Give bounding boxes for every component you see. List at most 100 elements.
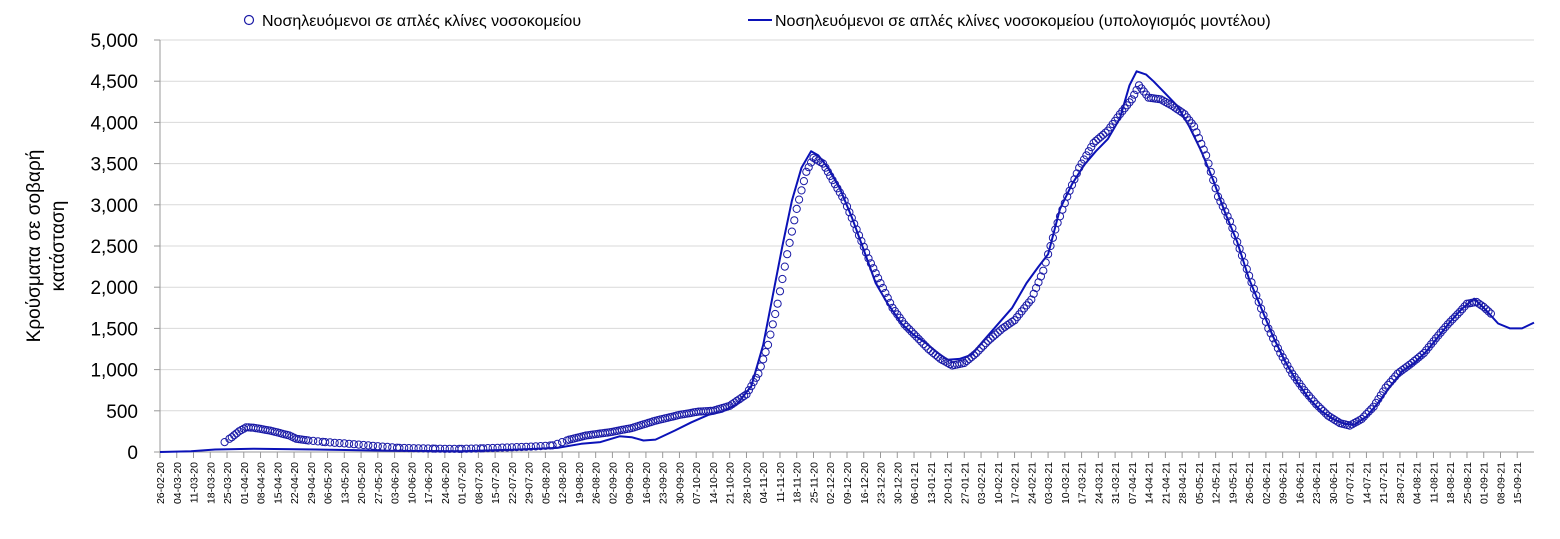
x-tick-label: 02-06-21 bbox=[1261, 462, 1273, 504]
y-tick-label: 5,000 bbox=[90, 31, 138, 52]
scatter-point bbox=[1391, 372, 1400, 381]
x-tick-label: 02-09-20 bbox=[607, 462, 619, 504]
scatter-point bbox=[1446, 317, 1455, 326]
scatter-point bbox=[852, 225, 861, 234]
scatter-point bbox=[1089, 138, 1098, 148]
x-tick-label: 21-10-20 bbox=[725, 462, 737, 504]
scatter-point bbox=[354, 440, 363, 449]
scatter-point bbox=[1453, 310, 1462, 319]
scatter-point bbox=[321, 438, 330, 447]
scatter-point bbox=[919, 340, 928, 349]
scatter-point bbox=[1036, 272, 1046, 281]
scatter-point bbox=[1087, 143, 1096, 152]
y-axis: 0 500 1,000 1,500 2,000 2,500 3,000 3,500 4,000 4… bbox=[90, 31, 1534, 464]
scatter-point bbox=[1082, 151, 1091, 160]
x-tick-label: 16-09-20 bbox=[641, 462, 653, 504]
scatter-point bbox=[526, 442, 536, 451]
y-tick-label: 1,000 bbox=[90, 361, 138, 382]
scatter-point bbox=[1269, 334, 1278, 343]
scatter-point bbox=[771, 309, 780, 319]
x-tick-label: 17-03-21 bbox=[1077, 462, 1089, 504]
scatter-point bbox=[1319, 407, 1328, 416]
scatter-point bbox=[1309, 397, 1318, 406]
scatter-point bbox=[740, 391, 749, 401]
scatter-point bbox=[869, 264, 878, 273]
scatter-point bbox=[821, 163, 830, 172]
x-tick-label: 04-11-20 bbox=[758, 462, 770, 503]
scatter-point bbox=[797, 186, 806, 195]
y-tick-label: 2,000 bbox=[90, 278, 138, 299]
scatter-point bbox=[359, 440, 368, 450]
scatter-point bbox=[936, 354, 945, 363]
scatter-point bbox=[763, 340, 773, 349]
y-tick-label: 2,500 bbox=[90, 237, 138, 258]
x-tick-label: 07-07-21 bbox=[1345, 462, 1357, 504]
scatter-point bbox=[340, 439, 349, 448]
x-tick-label: 28-10-20 bbox=[741, 462, 753, 504]
x-axis: 26-02-20 04-03-20 11-03-20 18-03-20 25-03-20… bbox=[155, 452, 1524, 504]
scatter-point bbox=[1017, 307, 1026, 316]
scatter-point bbox=[1190, 122, 1199, 131]
x-tick-label: 11-03-20 bbox=[189, 462, 201, 503]
scatter-point bbox=[986, 334, 995, 343]
x-tick-label: 10-02-21 bbox=[993, 462, 1005, 504]
x-tick-label: 17-06-20 bbox=[423, 462, 435, 504]
scatter-point bbox=[1486, 309, 1496, 318]
x-tick-label: 21-07-21 bbox=[1378, 462, 1390, 504]
x-tick-label: 26-08-20 bbox=[591, 462, 603, 504]
x-tick-label: 23-09-20 bbox=[658, 462, 670, 504]
x-tick-label: 25-03-20 bbox=[222, 462, 234, 504]
scatter-point bbox=[1427, 340, 1436, 349]
y-tick-label: 3,000 bbox=[90, 196, 138, 217]
y-tick-label: 4,500 bbox=[90, 72, 138, 93]
scatter-point bbox=[1302, 388, 1311, 398]
scatter-point bbox=[1101, 128, 1110, 137]
scatter-point bbox=[850, 219, 859, 228]
x-tick-label: 24-06-20 bbox=[440, 462, 452, 504]
scatter-point bbox=[878, 283, 888, 293]
x-tick-label: 24-03-21 bbox=[1093, 462, 1105, 504]
scatter-point bbox=[1029, 289, 1038, 298]
x-tick-label: 16-12-20 bbox=[859, 462, 871, 504]
scatter-point bbox=[553, 439, 562, 448]
scatter-point bbox=[943, 358, 952, 367]
scatter-point bbox=[859, 242, 868, 251]
scatter-point bbox=[1211, 184, 1220, 193]
scatter-point bbox=[828, 176, 837, 185]
scatter-point bbox=[558, 438, 567, 447]
scatter-point bbox=[747, 382, 756, 391]
scatter-point bbox=[965, 355, 974, 364]
x-tick-label: 23-06-21 bbox=[1311, 462, 1323, 504]
scatter-point bbox=[783, 250, 792, 259]
scatter-point bbox=[512, 443, 521, 452]
scatter-point bbox=[445, 444, 454, 453]
x-tick-label: 31-03-21 bbox=[1110, 462, 1122, 504]
scatter-point bbox=[756, 362, 765, 371]
scatter-point bbox=[792, 204, 801, 213]
scatter-point bbox=[773, 299, 782, 308]
x-tick-label: 06-01-21 bbox=[909, 462, 921, 504]
scatter-point bbox=[522, 442, 531, 451]
scatter-point bbox=[404, 444, 413, 453]
scatter-point bbox=[967, 353, 976, 362]
legend-label-line: Νοσηλευόμενοι σε απλές κλίνες νοσοκομείο… bbox=[775, 13, 1271, 30]
scatter-point bbox=[440, 444, 449, 453]
scatter-point bbox=[1357, 414, 1366, 424]
x-tick-label: 11-08-21 bbox=[1428, 462, 1440, 503]
scatter-point bbox=[1266, 329, 1275, 338]
x-tick-label: 24-02-21 bbox=[1026, 462, 1038, 504]
x-tick-label: 03-03-21 bbox=[1043, 462, 1055, 504]
x-tick-label: 25-08-21 bbox=[1462, 462, 1474, 504]
scatter-point bbox=[775, 287, 785, 296]
x-tick-label: 05-08-20 bbox=[540, 462, 552, 504]
scatter-point bbox=[1065, 186, 1074, 195]
x-tick-label: 15-07-20 bbox=[490, 462, 502, 504]
scatter-point bbox=[1223, 212, 1232, 221]
x-tick-label: 18-08-21 bbox=[1445, 462, 1457, 504]
scatter-point bbox=[349, 440, 358, 449]
scatter-point bbox=[883, 293, 892, 302]
scatter-point bbox=[1194, 134, 1204, 143]
x-tick-label: 26-02-20 bbox=[155, 462, 167, 504]
scatter-point bbox=[1367, 405, 1376, 414]
scatter-point bbox=[931, 350, 940, 359]
